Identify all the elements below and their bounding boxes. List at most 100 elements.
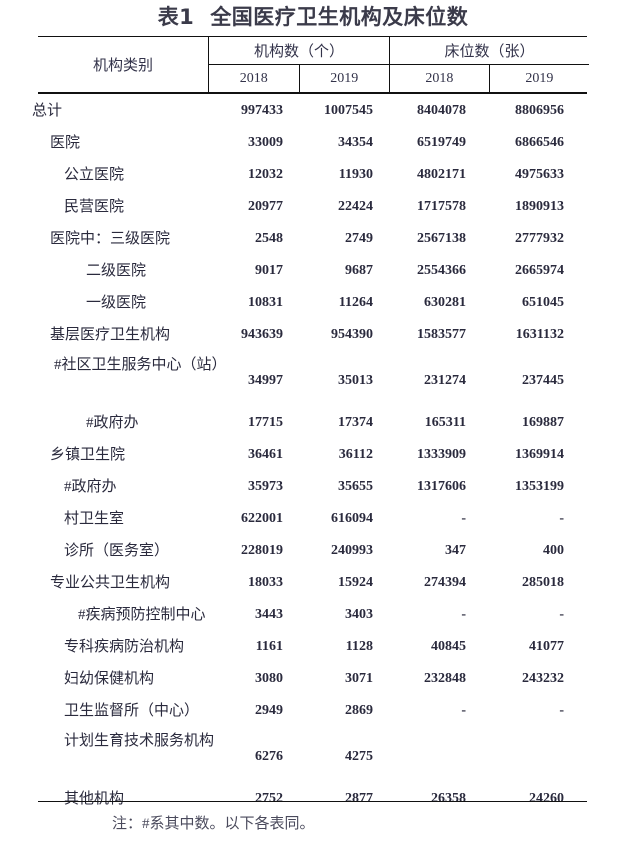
row-value: 400 <box>543 543 564 558</box>
row-value: 6866546 <box>515 135 564 150</box>
row-value: 237445 <box>522 373 564 388</box>
row-value: 12032 <box>248 167 283 182</box>
row-value: 1353199 <box>515 479 564 494</box>
row-value: 1890913 <box>515 199 564 214</box>
row-value: 630281 <box>424 295 466 310</box>
row-value: 34997 <box>248 373 283 388</box>
row-value: - <box>559 511 564 526</box>
row-value: 36461 <box>248 447 283 462</box>
table-row: # 社区卫生服务中心（站） 34997 35013 231274 237445 <box>28 351 588 407</box>
row-value: - <box>461 703 466 718</box>
row-value: 1317606 <box>417 479 466 494</box>
row-value: 3443 <box>255 607 283 622</box>
table-row: 妇幼保健机构 3080 3071 232848 243232 <box>28 663 588 695</box>
header-year-beds-2018: 2018 <box>389 64 490 93</box>
row-value: 231274 <box>424 373 466 388</box>
row-label: 基层医疗卫生机构 <box>50 327 171 343</box>
table-row: 民营医院 20977 22424 1717578 1890913 <box>28 191 588 223</box>
row-value: 8806956 <box>515 103 564 118</box>
row-label: 二级医院 <box>86 263 147 279</box>
row-label: 公立医院 <box>64 167 125 183</box>
row-value: 2554366 <box>417 263 466 278</box>
row-value: 1007545 <box>324 103 373 118</box>
table-row: 一级医院 10831 11264 630281 651045 <box>28 287 588 319</box>
table-header-rule <box>38 92 587 94</box>
row-label: 计划生育技术服务机构 <box>64 733 215 749</box>
row-value: - <box>461 511 466 526</box>
row-label: 卫生监督所（中心） <box>64 703 200 719</box>
row-value: 1631132 <box>515 327 564 342</box>
row-value: 40845 <box>431 639 466 654</box>
row-value: 2777932 <box>515 231 564 246</box>
row-value: 651045 <box>522 295 564 310</box>
row-label: 诊所（医务室） <box>64 543 170 559</box>
row-value: 2665974 <box>515 263 564 278</box>
row-value: 997433 <box>241 103 283 118</box>
statistics-table: 机构类别 机构数（个） 床位数（张） 2018 2019 2018 2019 <box>38 36 589 93</box>
row-value: 2548 <box>255 231 283 246</box>
row-value: 4802171 <box>417 167 466 182</box>
row-value: 622001 <box>241 511 283 526</box>
row-value: 9687 <box>345 263 373 278</box>
row-value: 41077 <box>529 639 564 654</box>
table-row: 专业公共卫生机构 18033 15924 274394 285018 <box>28 567 588 599</box>
table-row: 乡镇卫生院 36461 36112 1333909 1369914 <box>28 439 588 471</box>
table-row: # 政府办 35973 35655 1317606 1353199 <box>28 471 588 503</box>
row-value: 4975633 <box>515 167 564 182</box>
table-header-row-years: 2018 2019 2018 2019 <box>38 64 589 93</box>
page-title: 表1 全国医疗卫生机构及床位数 <box>0 1 626 31</box>
row-value: 1161 <box>255 639 283 654</box>
row-label: 其他机构 <box>64 791 125 807</box>
row-label: # 政府办 <box>64 479 117 495</box>
row-value: 274394 <box>424 575 466 590</box>
row-value: 33009 <box>248 135 283 150</box>
row-value: 8404078 <box>417 103 466 118</box>
header-year-beds-2019: 2019 <box>525 71 554 86</box>
row-value: 616094 <box>331 511 373 526</box>
row-label: 总计 <box>32 103 63 119</box>
header-group-beds: 床位数（张） <box>389 36 589 65</box>
row-label: # 社区卫生服务中心（站） <box>54 357 227 373</box>
row-value: 285018 <box>522 575 564 590</box>
row-value: 2749 <box>345 231 373 246</box>
row-value: 11264 <box>338 295 373 310</box>
row-value: 24260 <box>529 791 564 806</box>
table-row: 总计 997433 1007545 8404078 8806956 <box>28 95 588 127</box>
row-value: 347 <box>445 543 466 558</box>
row-label: # 疾病预防控制中心 <box>78 607 206 623</box>
row-value: 954390 <box>331 327 373 342</box>
row-value: 26358 <box>431 791 466 806</box>
table-row: 基层医疗卫生机构 943639 954390 1583577 1631132 <box>28 319 588 351</box>
table-row: 卫生监督所（中心） 2949 2869 - - <box>28 695 588 727</box>
table-header-row-groups: 机构类别 机构数（个） 床位数（张） <box>38 36 589 93</box>
row-value: 1369914 <box>515 447 564 462</box>
row-value: 10831 <box>248 295 283 310</box>
row-value: 169887 <box>522 415 564 430</box>
table-row: 计划生育技术服务机构 6276 4275 <box>28 727 588 783</box>
row-value: 36112 <box>338 447 373 462</box>
row-value: 35973 <box>248 479 283 494</box>
table-row: 公立医院 12032 11930 4802171 4975633 <box>28 159 588 191</box>
row-value: 232848 <box>424 671 466 686</box>
table-note: 注：#系其中数。以下各表同。 <box>112 816 315 832</box>
row-label: 专业公共卫生机构 <box>50 575 171 591</box>
table-row: # 疾病预防控制中心 3443 3403 - - <box>28 599 588 631</box>
row-value: 240993 <box>331 543 373 558</box>
row-value: 22424 <box>338 199 373 214</box>
table-row: 村卫生室 622001 616094 - - <box>28 503 588 535</box>
row-value: 3071 <box>345 671 373 686</box>
row-value: 228019 <box>241 543 283 558</box>
row-label: 医院中：三级医院 <box>50 231 171 247</box>
table-row: 专科疾病防治机构 1161 1128 40845 41077 <box>28 631 588 663</box>
row-value: 2877 <box>345 791 373 806</box>
row-value: 18033 <box>248 575 283 590</box>
row-label: 村卫生室 <box>64 511 125 527</box>
row-value: 17374 <box>338 415 373 430</box>
row-value: 165311 <box>424 415 466 430</box>
row-value: 6276 <box>255 749 283 764</box>
row-value: 1583577 <box>417 327 466 342</box>
row-value: 1128 <box>345 639 373 654</box>
row-value: - <box>461 607 466 622</box>
row-value: 2869 <box>345 703 373 718</box>
table-title-text: 全国医疗卫生机构及床位数 <box>210 5 469 29</box>
